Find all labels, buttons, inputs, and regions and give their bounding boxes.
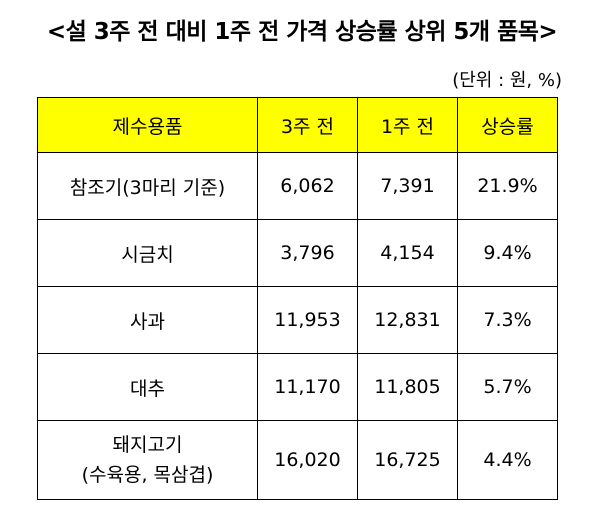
unit-label: (단위 : 원, %) bbox=[452, 70, 562, 91]
table-row: 참조기(3마리 기준) 6,062 7,391 21.9% bbox=[37, 152, 558, 220]
cell-item-name: 돼지고기 bbox=[112, 434, 183, 456]
header-item: 제수용품 bbox=[37, 97, 258, 153]
cell-rate: 21.9% bbox=[457, 152, 558, 220]
cell-item: 시금치 bbox=[37, 219, 258, 287]
cell-one-week-ago: 4,154 bbox=[357, 219, 458, 287]
cell-item: 돼지고기 (수육용, 목삼겹) bbox=[37, 420, 258, 500]
cell-rate: 7.3% bbox=[457, 286, 558, 354]
table-row: 사과 11,953 12,831 7.3% bbox=[37, 286, 558, 354]
cell-three-weeks-ago: 11,953 bbox=[257, 286, 358, 354]
cell-rate: 5.7% bbox=[457, 353, 558, 421]
page-title: <설 3주 전 대비 1주 전 가격 상승률 상위 5개 품목> bbox=[46, 19, 558, 45]
cell-three-weeks-ago: 16,020 bbox=[257, 420, 358, 500]
table-header-row: 제수용품 3주 전 1주 전 상승률 bbox=[37, 97, 558, 153]
table-row: 시금치 3,796 4,154 9.4% bbox=[37, 219, 558, 287]
cell-one-week-ago: 7,391 bbox=[357, 152, 458, 220]
cell-three-weeks-ago: 11,170 bbox=[257, 353, 358, 421]
cell-one-week-ago: 16,725 bbox=[357, 420, 458, 500]
table-row: 대추 11,170 11,805 5.7% bbox=[37, 353, 558, 421]
cell-item: 참조기(3마리 기준) bbox=[37, 152, 258, 220]
cell-one-week-ago: 11,805 bbox=[357, 353, 458, 421]
cell-rate: 9.4% bbox=[457, 219, 558, 287]
cell-item-detail: (수육용, 목삼겹) bbox=[81, 464, 214, 486]
cell-three-weeks-ago: 6,062 bbox=[257, 152, 358, 220]
header-rate: 상승률 bbox=[457, 97, 558, 153]
header-one-week-ago: 1주 전 bbox=[357, 97, 458, 153]
header-three-weeks-ago: 3주 전 bbox=[257, 97, 358, 153]
cell-three-weeks-ago: 3,796 bbox=[257, 219, 358, 287]
price-table: 제수용품 3주 전 1주 전 상승률 참조기(3마리 기준) 6,062 7,3… bbox=[37, 97, 558, 500]
table-row: 돼지고기 (수육용, 목삼겹) 16,020 16,725 4.4% bbox=[37, 420, 558, 500]
cell-item: 사과 bbox=[37, 286, 258, 354]
cell-item: 대추 bbox=[37, 353, 258, 421]
cell-rate: 4.4% bbox=[457, 420, 558, 500]
cell-one-week-ago: 12,831 bbox=[357, 286, 458, 354]
